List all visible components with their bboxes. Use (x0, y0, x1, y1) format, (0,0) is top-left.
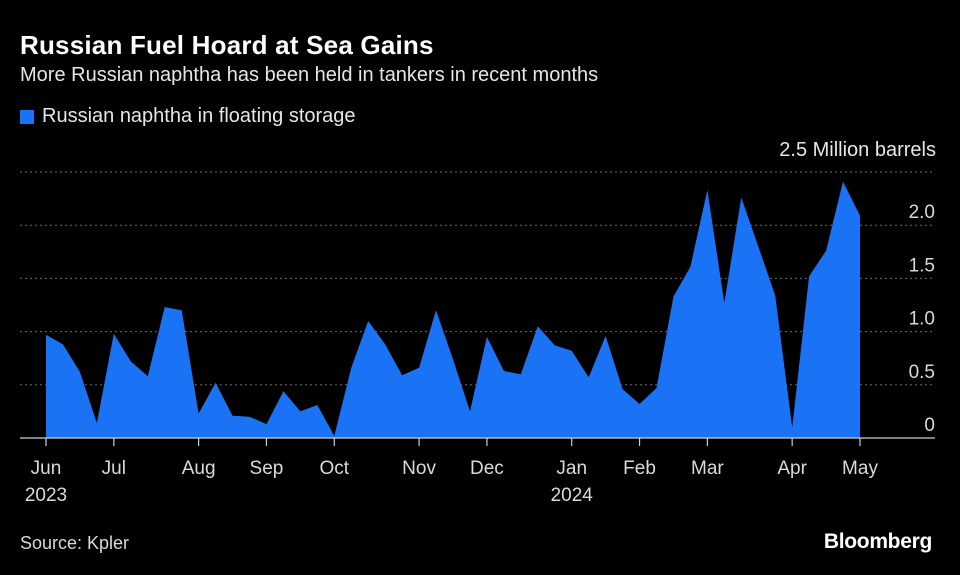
x-tick-label: Jul (102, 458, 126, 479)
y-axis-unit-label: 2.5 Million barrels (779, 139, 936, 161)
y-axis-ticks: 2.0 1.5 1.0 0.5 0 (909, 202, 935, 436)
chart-title: Russian Fuel Hoard at Sea Gains (20, 30, 434, 60)
legend: Russian naphtha in floating storage (20, 105, 356, 128)
x-tick-label: Jun (31, 458, 62, 479)
x-tick-label: Mar (691, 458, 724, 479)
bloomberg-logo: Bloomberg (823, 530, 932, 553)
legend-label: Russian naphtha in floating storage (42, 105, 356, 127)
y-tick-label: 0.5 (909, 362, 935, 383)
x-tick-label: Jan (556, 458, 587, 479)
x-tick-label: Feb (623, 458, 656, 479)
x-tick-label: May (842, 458, 878, 479)
y-tick-label: 2.0 (909, 202, 935, 223)
source-note: Source: Kpler (20, 533, 130, 553)
x-axis-ticks: Jun 2023 Jul Aug Sep Oct Nov Dec Jan 2024 Feb Mar Ap… (25, 438, 878, 506)
x-tick-label: Oct (320, 458, 350, 479)
x-tick-year-label: 2024 (551, 485, 594, 506)
x-tick-label: Sep (250, 458, 284, 479)
y-tick-label: 1.5 (909, 255, 935, 276)
y-tick-label: 0 (924, 415, 935, 436)
x-tick-label: Apr (777, 458, 807, 479)
x-tick-year-label: 2023 (25, 485, 67, 506)
chart-subtitle: More Russian naphtha has been held in ta… (20, 64, 599, 86)
series-area-path (46, 181, 860, 438)
x-tick-label: Aug (182, 458, 216, 479)
x-tick-label: Nov (402, 458, 436, 479)
legend-swatch (20, 109, 34, 124)
series-area (46, 181, 860, 438)
y-tick-label: 1.0 (909, 309, 935, 330)
x-tick-label: Dec (470, 458, 504, 479)
